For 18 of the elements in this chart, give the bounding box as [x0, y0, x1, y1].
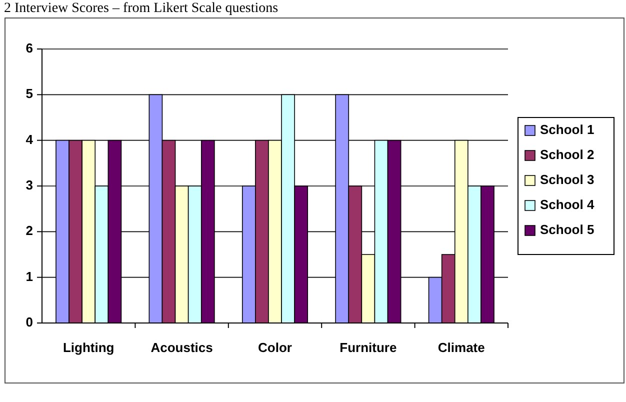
y-tick-label: 1: [26, 268, 33, 284]
y-tick-label: 0: [26, 314, 33, 330]
legend-label: School 5: [540, 222, 594, 237]
legend-label: School 2: [540, 146, 594, 162]
y-tick-label: 5: [26, 86, 33, 102]
legend-label: School 1: [540, 122, 594, 137]
y-tick-label: 2: [26, 223, 33, 238]
legend-label: School 4: [540, 196, 595, 212]
x-tick-label: Lighting: [62, 340, 114, 355]
x-tick-label: Color: [258, 340, 292, 355]
y-tick-label: 4: [26, 132, 34, 147]
chart-title: 2 Interview Scores – from Likert Scale questions: [4, 1, 278, 16]
x-tick-label: Furniture: [340, 340, 397, 355]
legend-label: School 3: [540, 172, 594, 187]
y-tick-label: 3: [26, 177, 33, 192]
y-tick-label: 6: [26, 40, 33, 56]
x-tick-label: Acoustics: [150, 340, 213, 355]
x-tick-label: Climate: [438, 340, 485, 355]
